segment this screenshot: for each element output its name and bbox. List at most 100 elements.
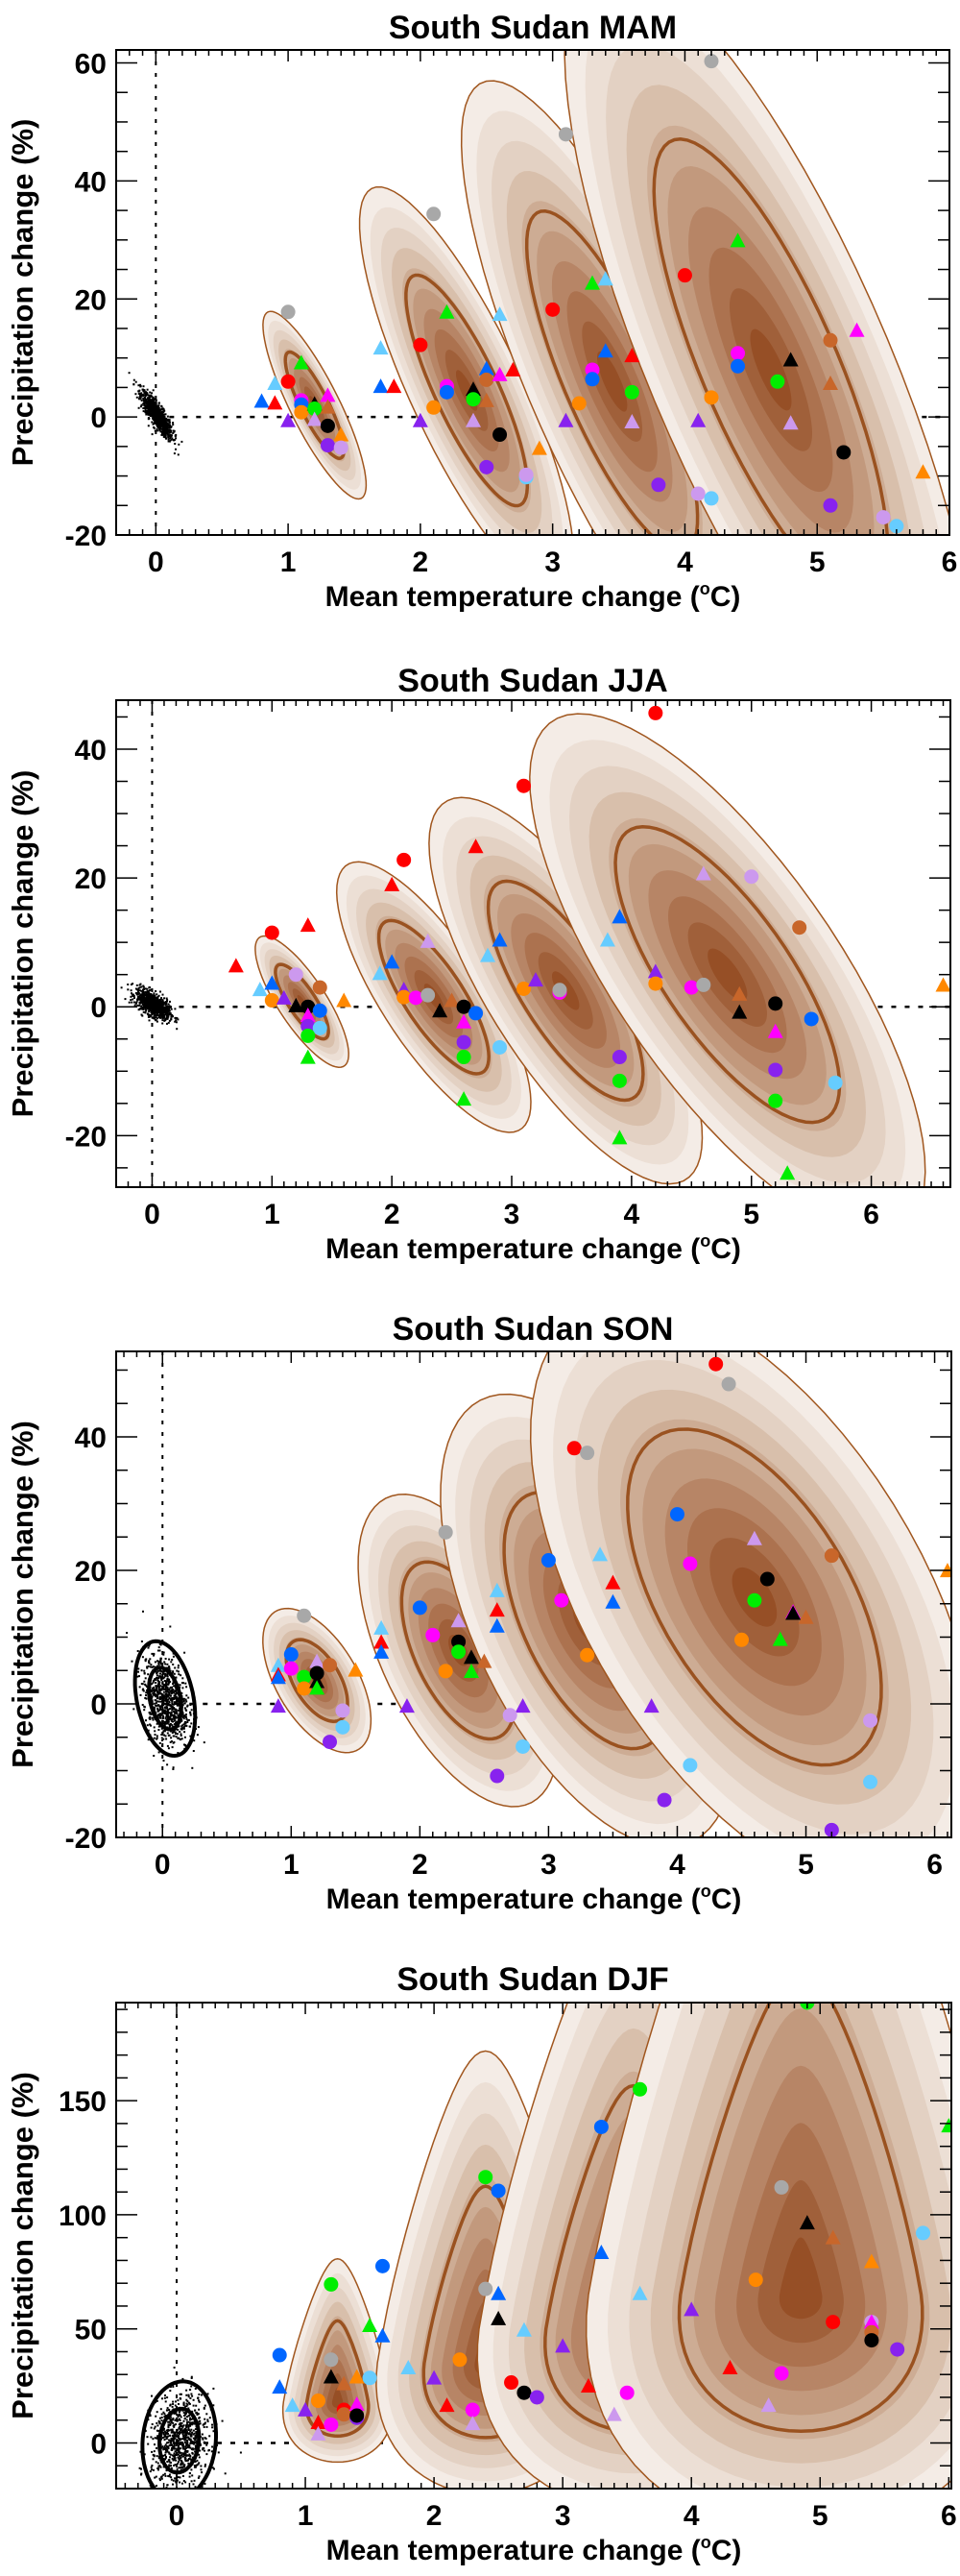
- sample-dot: [142, 1004, 145, 1007]
- sample-dot: [170, 1697, 173, 1700]
- sample-dot: [172, 2439, 175, 2442]
- model-point-triangle: [491, 2310, 507, 2325]
- model-point-circle: [651, 477, 666, 493]
- sample-dot: [138, 992, 141, 995]
- sample-dot: [169, 1722, 172, 1725]
- sample-dot: [177, 1697, 180, 1700]
- model-point-triangle: [684, 2301, 700, 2317]
- model-point-triangle: [348, 1662, 364, 1677]
- sample-dot: [162, 2454, 165, 2457]
- sample-dot: [148, 400, 151, 402]
- model-point-triangle: [780, 1165, 796, 1180]
- sample-dot: [151, 1652, 154, 1655]
- sample-dot: [164, 2394, 166, 2396]
- distribution-4: [529, 713, 926, 1187]
- model-point-triangle: [643, 1698, 660, 1713]
- sample-dot: [155, 416, 157, 419]
- sample-dot: [171, 1702, 174, 1705]
- model-point-circle: [529, 2390, 544, 2405]
- sample-dot: [167, 1683, 170, 1686]
- sample-dot: [137, 987, 140, 989]
- sample-dot: [139, 1008, 142, 1010]
- sample-dot: [168, 1007, 171, 1009]
- sample-dot: [151, 2465, 154, 2467]
- x-tick-label: 4: [669, 1849, 685, 1881]
- model-point-triangle: [558, 412, 574, 427]
- distribution-baseline: [138, 2367, 242, 2506]
- model-point-circle: [690, 486, 706, 501]
- sample-dot: [185, 2398, 188, 2401]
- sample-dot: [134, 1002, 137, 1005]
- sample-dot: [167, 2420, 170, 2423]
- sample-dot: [159, 1716, 162, 1719]
- sample-dot: [143, 400, 145, 401]
- sample-dot: [215, 2504, 217, 2506]
- sample-dot: [170, 2467, 173, 2469]
- sample-dot: [187, 2427, 190, 2430]
- sample-dot: [185, 2434, 188, 2437]
- sample-dot: [152, 2438, 155, 2441]
- sample-dot: [163, 1676, 166, 1679]
- sample-dot: [166, 425, 168, 428]
- sample-dot: [180, 2416, 182, 2418]
- sample-dot: [182, 1723, 185, 1726]
- sample-dot: [189, 2433, 192, 2436]
- sample-dot: [196, 2440, 199, 2442]
- sample-dot: [154, 1689, 156, 1691]
- density-level: [597, 351, 628, 412]
- sample-dot: [194, 2388, 197, 2390]
- sample-dot: [136, 999, 139, 1002]
- model-point-triangle: [478, 360, 494, 376]
- sample-dot: [172, 2431, 175, 2434]
- sample-dot: [147, 1013, 150, 1016]
- sample-dot: [127, 988, 130, 991]
- sample-dot: [160, 1737, 163, 1739]
- model-point-triangle: [412, 412, 428, 427]
- sample-dot: [207, 2449, 210, 2451]
- sample-dot: [156, 1722, 158, 1725]
- sample-dot: [152, 1002, 155, 1005]
- sample-dot: [176, 1733, 179, 1736]
- sample-dot: [141, 996, 144, 999]
- sample-dot: [134, 393, 137, 396]
- sample-dot: [155, 2415, 157, 2418]
- sample-dot: [148, 411, 151, 414]
- sample-dot: [175, 2459, 178, 2462]
- sample-dot: [143, 1709, 146, 1712]
- sample-dot: [198, 2408, 201, 2411]
- sample-dot: [155, 997, 157, 1000]
- model-point-circle: [704, 54, 719, 69]
- sample-dot: [180, 2431, 181, 2434]
- sample-dot: [161, 1700, 164, 1703]
- model-point-circle: [320, 438, 335, 453]
- sample-dot: [165, 1690, 167, 1693]
- model-point-circle: [312, 1020, 327, 1035]
- sample-dot: [172, 1685, 175, 1688]
- sample-dot: [172, 1655, 175, 1658]
- sample-dot: [140, 985, 143, 988]
- sample-dot: [139, 383, 142, 386]
- model-point-circle: [633, 2081, 648, 2097]
- sample-dot: [185, 2418, 188, 2421]
- y-tick-label: 60: [75, 49, 107, 81]
- sample-dot: [165, 1001, 168, 1004]
- sample-dot: [189, 2440, 192, 2442]
- sample-dot: [185, 2425, 188, 2428]
- sample-dot: [142, 402, 145, 405]
- sample-dot: [151, 994, 154, 997]
- model-point-circle: [648, 976, 663, 991]
- model-point-triangle: [270, 1657, 286, 1672]
- sample-dot: [174, 1701, 177, 1704]
- model-point-circle: [426, 207, 442, 222]
- sample-dot: [182, 2436, 185, 2439]
- sample-dot: [152, 1703, 155, 1706]
- sample-dot: [169, 2453, 172, 2456]
- sample-dot: [174, 2464, 177, 2467]
- sample-dot: [160, 1001, 163, 1003]
- model-point-triangle: [373, 1634, 390, 1649]
- sample-dot: [162, 2411, 165, 2414]
- sample-dot: [160, 408, 162, 411]
- sample-dot: [167, 2447, 170, 2449]
- sample-dot: [157, 1677, 160, 1680]
- sample-dot: [163, 1710, 166, 1712]
